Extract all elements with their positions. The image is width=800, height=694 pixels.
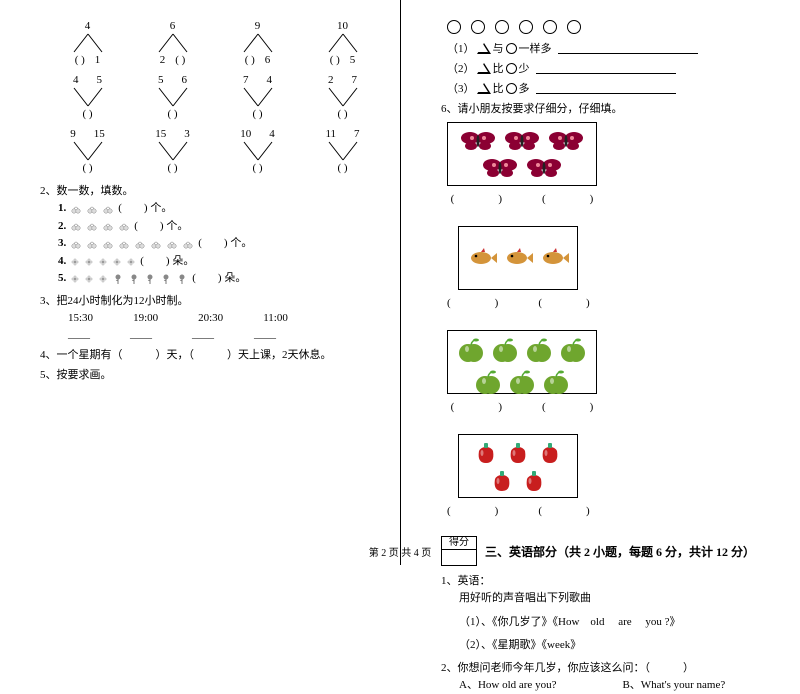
circle-icon — [543, 20, 557, 34]
q2-title: 2、数一数，填数。 — [40, 182, 370, 198]
split-diagram: 104( ) — [230, 128, 285, 174]
time-2: 19:00 — [133, 312, 158, 324]
eng-q1-item2: （2）、《星期歌》《week》 — [459, 637, 770, 655]
triangle-icon — [477, 83, 491, 94]
split-diagram: 74( ) — [230, 74, 285, 120]
answer-line — [558, 43, 698, 54]
answer-parens: ( )( ) — [447, 294, 590, 310]
count-row: 5. ( ) 朵。 — [58, 270, 370, 288]
number-split-section: 4( )1 62( ) 9( )6 10( )5 45( ) 56( ) 74( ) 27( … — [40, 20, 370, 174]
picture-cell: ( )( ) — [447, 122, 597, 206]
eng-q1-item1: （1）、《你几岁了》《How old are you ?》 — [459, 614, 770, 632]
eng-q2-opts: A、How old are you? B、What's your name? — [459, 677, 770, 694]
answer-line — [536, 83, 676, 94]
split-diagram: 62( ) — [145, 20, 200, 66]
picture-box — [447, 122, 597, 186]
left-column: 4( )1 62( ) 9( )6 10( )5 45( ) 56( ) 74( ) 27( … — [0, 0, 400, 565]
answer-parens: ( )( ) — [451, 398, 594, 414]
time-3: 20:30 — [198, 312, 223, 324]
circle-icon — [495, 20, 509, 34]
time-4: 11:00 — [263, 312, 288, 324]
picture-box — [447, 330, 597, 394]
right-column: （1）与一样多 （2）比少 （3）比多 6、请小朋友按要求仔细分，仔细填。 ( )(… — [400, 0, 800, 565]
split-diagram: 9( )6 — [230, 20, 285, 66]
picture-cell: ( )( ) — [447, 330, 597, 414]
q3-title: 3、把24小时制化为12小时制。 — [40, 292, 370, 308]
split-diagram: 4( )1 — [60, 20, 115, 66]
q5-text: 5、按要求画。 — [40, 366, 370, 382]
count-row: 3. ( ) 个。 — [58, 235, 370, 253]
blank: ____ — [254, 328, 276, 340]
comparison-line: （1）与一样多 — [447, 40, 770, 56]
count-row: 2. ( ) 个。 — [58, 218, 370, 236]
circle-icon — [506, 43, 517, 54]
comparison-lines: （1）与一样多 （2）比少 （3）比多 — [441, 40, 770, 96]
circle-icon — [506, 63, 517, 74]
answer-line — [536, 63, 676, 74]
split-diagram: 56( ) — [145, 74, 200, 120]
q3-blank-row: ____ ____ ____ ____ — [68, 328, 370, 340]
answer-parens: ( )( ) — [451, 190, 594, 206]
q2-items: 1. ( ) 个。2. ( ) 个。3. ( ) 个。4. ( ) 朵。5. (… — [58, 200, 370, 288]
picture-grid: ( )( ) ( )( ) ( )( ) ( )( ) — [447, 122, 770, 518]
q4-text: 4、一个星期有（ ）天，（ ）天上课，2天休息。 — [40, 346, 370, 362]
blank: ____ — [130, 328, 152, 340]
comparison-line: （2）比少 — [447, 60, 770, 76]
worksheet-page: 4( )1 62( ) 9( )6 10( )5 45( ) 56( ) 74( ) 27( … — [0, 0, 800, 565]
circle-icon — [447, 20, 461, 34]
blank: ____ — [192, 328, 214, 340]
triangle-icon — [477, 63, 491, 74]
q6-title: 6、请小朋友按要求仔细分，仔细填。 — [441, 100, 770, 116]
split-diagram: 45( ) — [60, 74, 115, 120]
q3-times: 15:30 19:00 20:30 11:00 — [68, 312, 370, 324]
triangle-icon — [477, 43, 491, 54]
page-footer: 第 2 页 共 4 页 — [0, 544, 800, 559]
split-diagram: 915( ) — [60, 128, 115, 174]
split-diagram: 27( ) — [315, 74, 370, 120]
eng-q1-sub: 用好听的声音唱出下列歌曲 — [459, 590, 770, 608]
picture-box — [458, 434, 578, 498]
count-row: 1. ( ) 个。 — [58, 200, 370, 218]
circle-row — [447, 20, 770, 34]
picture-cell: ( )( ) — [447, 434, 590, 518]
count-row: 4. ( ) 朵。 — [58, 253, 370, 271]
split-diagram: 10( )5 — [315, 20, 370, 66]
eng-q2: 2、你想问老师今年几岁，你应该这么问：（ ） — [441, 659, 770, 675]
picture-cell: ( )( ) — [447, 226, 590, 310]
picture-box — [458, 226, 578, 290]
eng-q1: 1、英语： — [441, 572, 770, 588]
circle-icon — [567, 20, 581, 34]
answer-parens: ( )( ) — [447, 502, 590, 518]
split-diagram: 117( ) — [315, 128, 370, 174]
circle-icon — [519, 20, 533, 34]
comparison-line: （3）比多 — [447, 80, 770, 96]
circle-icon — [506, 83, 517, 94]
blank: ____ — [68, 328, 90, 340]
split-diagram: 153( ) — [145, 128, 200, 174]
circle-icon — [471, 20, 485, 34]
time-1: 15:30 — [68, 312, 93, 324]
